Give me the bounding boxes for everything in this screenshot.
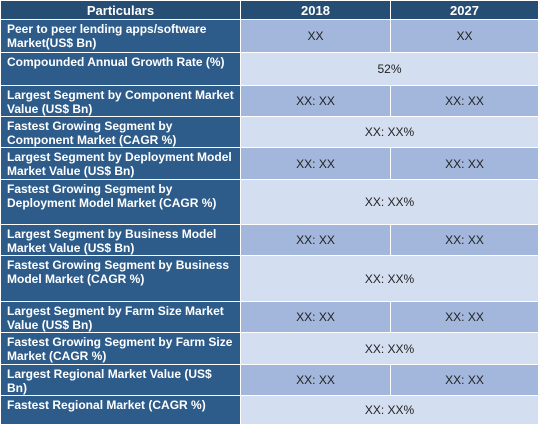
table-row: Largest Segment by Business Model Market… (1, 225, 538, 256)
value-2027: XX: XX (391, 86, 538, 117)
row-label: Largest Segment by Business Model Market… (1, 225, 241, 256)
value-2027: XX: XX (391, 365, 538, 396)
table-header-row: Particulars 2018 2027 (1, 1, 538, 20)
table-row: Fastest Growing Segment by Deployment Mo… (1, 180, 538, 225)
value-2018: XX (241, 20, 391, 53)
row-label: Largest Segment by Component Market Valu… (1, 86, 241, 117)
value-2018: XX: XX (241, 86, 391, 117)
row-label: Peer to peer lending apps/software Marke… (1, 20, 241, 53)
header-2018: 2018 (241, 1, 391, 20)
value-2027: XX: XX (391, 225, 538, 256)
table-row: Compounded Annual Growth Rate (%) 52% (1, 53, 538, 86)
table-row: Largest Segment by Farm Size Market Valu… (1, 302, 538, 333)
table-row: Largest Segment by Deployment Model Mark… (1, 148, 538, 180)
value-2018: XX: XX (241, 302, 391, 333)
table-row: Largest Regional Market Value (US$ Bn) X… (1, 365, 538, 396)
row-label: Compounded Annual Growth Rate (%) (1, 53, 241, 86)
row-label: Fastest Growing Segment by Business Mode… (1, 256, 241, 302)
table-row: Largest Segment by Component Market Valu… (1, 86, 538, 117)
table-row: Fastest Growing Segment by Component Mar… (1, 117, 538, 148)
table-row: Fastest Regional Market (CAGR %) XX: XX% (1, 396, 538, 425)
row-label: Largest Segment by Deployment Model Mark… (1, 148, 241, 180)
value-2018: XX: XX (241, 225, 391, 256)
header-particulars: Particulars (1, 1, 241, 20)
value-merged: XX: XX% (241, 256, 538, 302)
row-label: Fastest Regional Market (CAGR %) (1, 396, 241, 425)
row-label: Largest Segment by Farm Size Market Valu… (1, 302, 241, 333)
value-2018: XX: XX (241, 148, 391, 180)
header-2027: 2027 (391, 1, 538, 20)
table-row: Fastest Growing Segment by Farm Size Mar… (1, 333, 538, 365)
value-2027: XX: XX (391, 302, 538, 333)
value-2027: XX (391, 20, 538, 53)
value-2027: XX: XX (391, 148, 538, 180)
row-label: Largest Regional Market Value (US$ Bn) (1, 365, 241, 396)
table-row: Peer to peer lending apps/software Marke… (1, 20, 538, 53)
value-merged: XX: XX% (241, 333, 538, 365)
table-row: Fastest Growing Segment by Business Mode… (1, 256, 538, 302)
row-label: Fastest Growing Segment by Farm Size Mar… (1, 333, 241, 365)
value-merged: XX: XX% (241, 396, 538, 425)
row-label: Fastest Growing Segment by Deployment Mo… (1, 180, 241, 225)
value-merged: XX: XX% (241, 180, 538, 225)
value-merged: XX: XX% (241, 117, 538, 148)
row-label: Fastest Growing Segment by Component Mar… (1, 117, 241, 148)
value-2018: XX: XX (241, 365, 391, 396)
value-merged: 52% (241, 53, 538, 86)
